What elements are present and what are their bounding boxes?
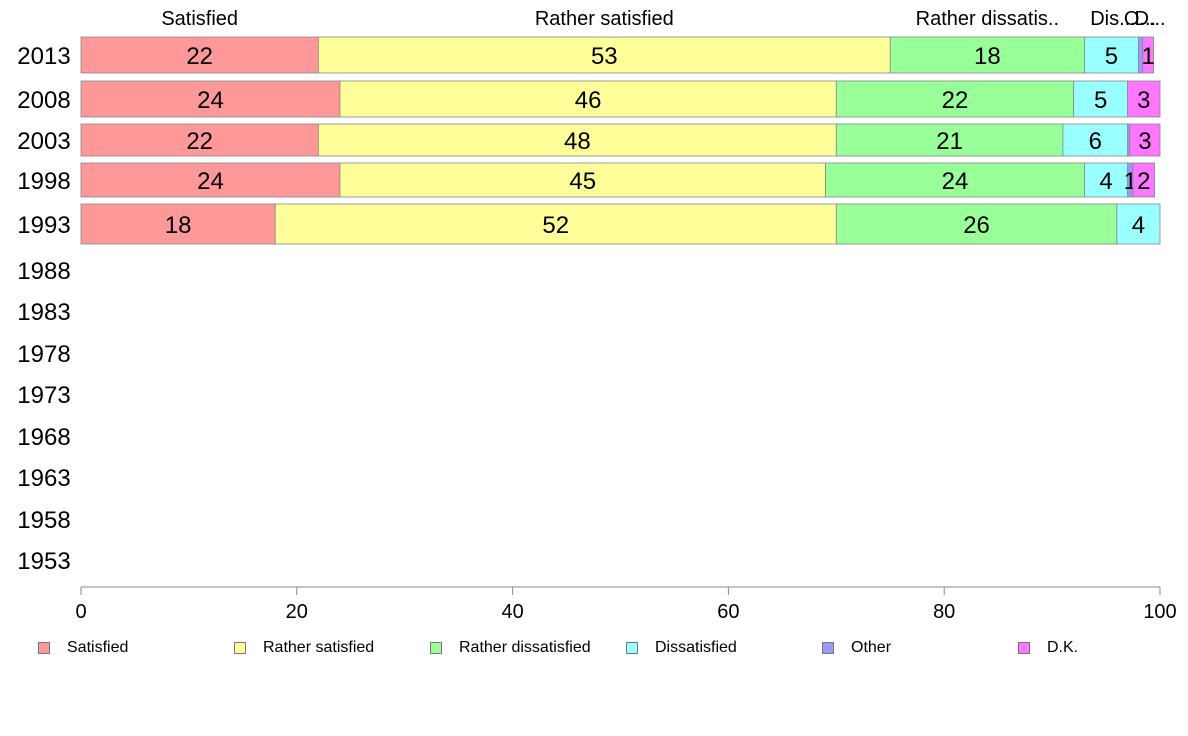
data-label: 5 [1094,87,1107,114]
data-label: 3 [1138,128,1151,155]
legend-label: D.K. [1047,639,1079,656]
data-label: 22 [942,87,969,114]
legend-swatch [1018,642,1030,654]
segment-top-label: Dis... [1090,8,1136,30]
segment-top-label: D... [1134,8,1165,30]
data-label: 21 [936,128,963,155]
legend-item: Satisfied [38,639,128,657]
legend-item: Other [822,639,891,657]
year-label: 1993 [17,212,70,239]
data-label: 1 [1141,43,1154,70]
data-label: 4 [1132,212,1145,239]
data-label: 48 [564,128,591,155]
legend-swatch [822,642,834,654]
legend-swatch [234,642,246,654]
year-label: 1998 [17,168,70,195]
data-label: 22 [186,128,213,155]
legend-swatch [38,642,50,654]
bar-segment [80,203,276,245]
bar-segment [317,36,891,74]
year-label: 1953 [17,548,70,575]
data-label: 18 [974,43,1001,70]
legend-label: Satisfied [67,639,129,656]
data-label: 3 [1137,87,1150,114]
x-tick-label: 80 [933,601,955,623]
bar-segment [835,123,1064,157]
bar-segment [317,123,837,157]
data-label: 24 [197,87,224,114]
bar-segment [80,162,341,198]
year-label: 1968 [17,424,70,451]
data-label: 53 [591,43,618,70]
data-label: 24 [197,168,224,195]
bar-segment [1073,80,1129,118]
year-label: 2008 [17,87,70,114]
bar-segment [835,203,1118,245]
bar-segment [1127,80,1161,118]
bar-segment [1084,162,1129,198]
bar-segment [825,162,1085,198]
legend-label: Rather dissatisfied [459,639,591,656]
segment-top-label: O... [1124,8,1156,30]
bar-segment [339,80,837,118]
legend-label: Dissatisfied [655,639,737,656]
data-label: 46 [575,87,602,114]
year-label: 1978 [17,341,70,368]
bar-segment [889,36,1085,74]
x-tick-label: 40 [501,601,523,623]
x-tick-label: 60 [717,601,739,623]
data-label: 22 [186,43,213,70]
legend-item: Rather dissatisfied [430,639,591,657]
bar-segment [1132,162,1156,198]
year-label: 1973 [17,382,70,409]
bar-segment [1129,123,1161,157]
data-label: 24 [942,168,969,195]
data-label: 26 [963,212,990,239]
bar-segment [80,80,341,118]
bar-segment [835,80,1075,118]
year-label: 1963 [17,465,70,492]
legend-label: Rather satisfied [263,639,375,656]
legend-item: D.K. [1018,639,1078,657]
legend-swatch [430,642,442,654]
segment-top-label: Rather dissatis.. [916,8,1059,30]
year-label: 1983 [17,299,70,326]
data-label: 4 [1099,168,1112,195]
bar-segment [80,36,319,74]
data-label: 6 [1089,128,1102,155]
legend-item: Rather satisfied [234,639,374,657]
data-label: 2 [1137,168,1150,195]
bar-segment [339,162,826,198]
segment-top-label: Rather satisfied [535,8,674,30]
year-label: 1988 [17,258,70,285]
bar-segment [1062,123,1129,157]
x-tick-label: 20 [286,601,308,623]
data-label: 18 [165,212,192,239]
data-label: 52 [542,212,569,239]
legend: Satisfied Rather satisfied Rather dissatis… [38,639,1188,663]
legend-item: Dissatisfied [626,639,737,657]
data-label: 5 [1105,43,1118,70]
bar-segment [1142,36,1154,74]
legend-label: Other [851,639,892,656]
segment-top-label: Satisfied [161,8,238,30]
year-label: 2013 [17,43,70,70]
year-label: 1958 [17,507,70,534]
x-tick-label: 100 [1143,601,1176,623]
legend-swatch [626,642,638,654]
x-tick-label: 0 [75,601,86,623]
bar-segment [274,203,837,245]
bar-segment [1116,203,1161,245]
year-label: 2003 [17,128,70,155]
data-label: 45 [569,168,596,195]
